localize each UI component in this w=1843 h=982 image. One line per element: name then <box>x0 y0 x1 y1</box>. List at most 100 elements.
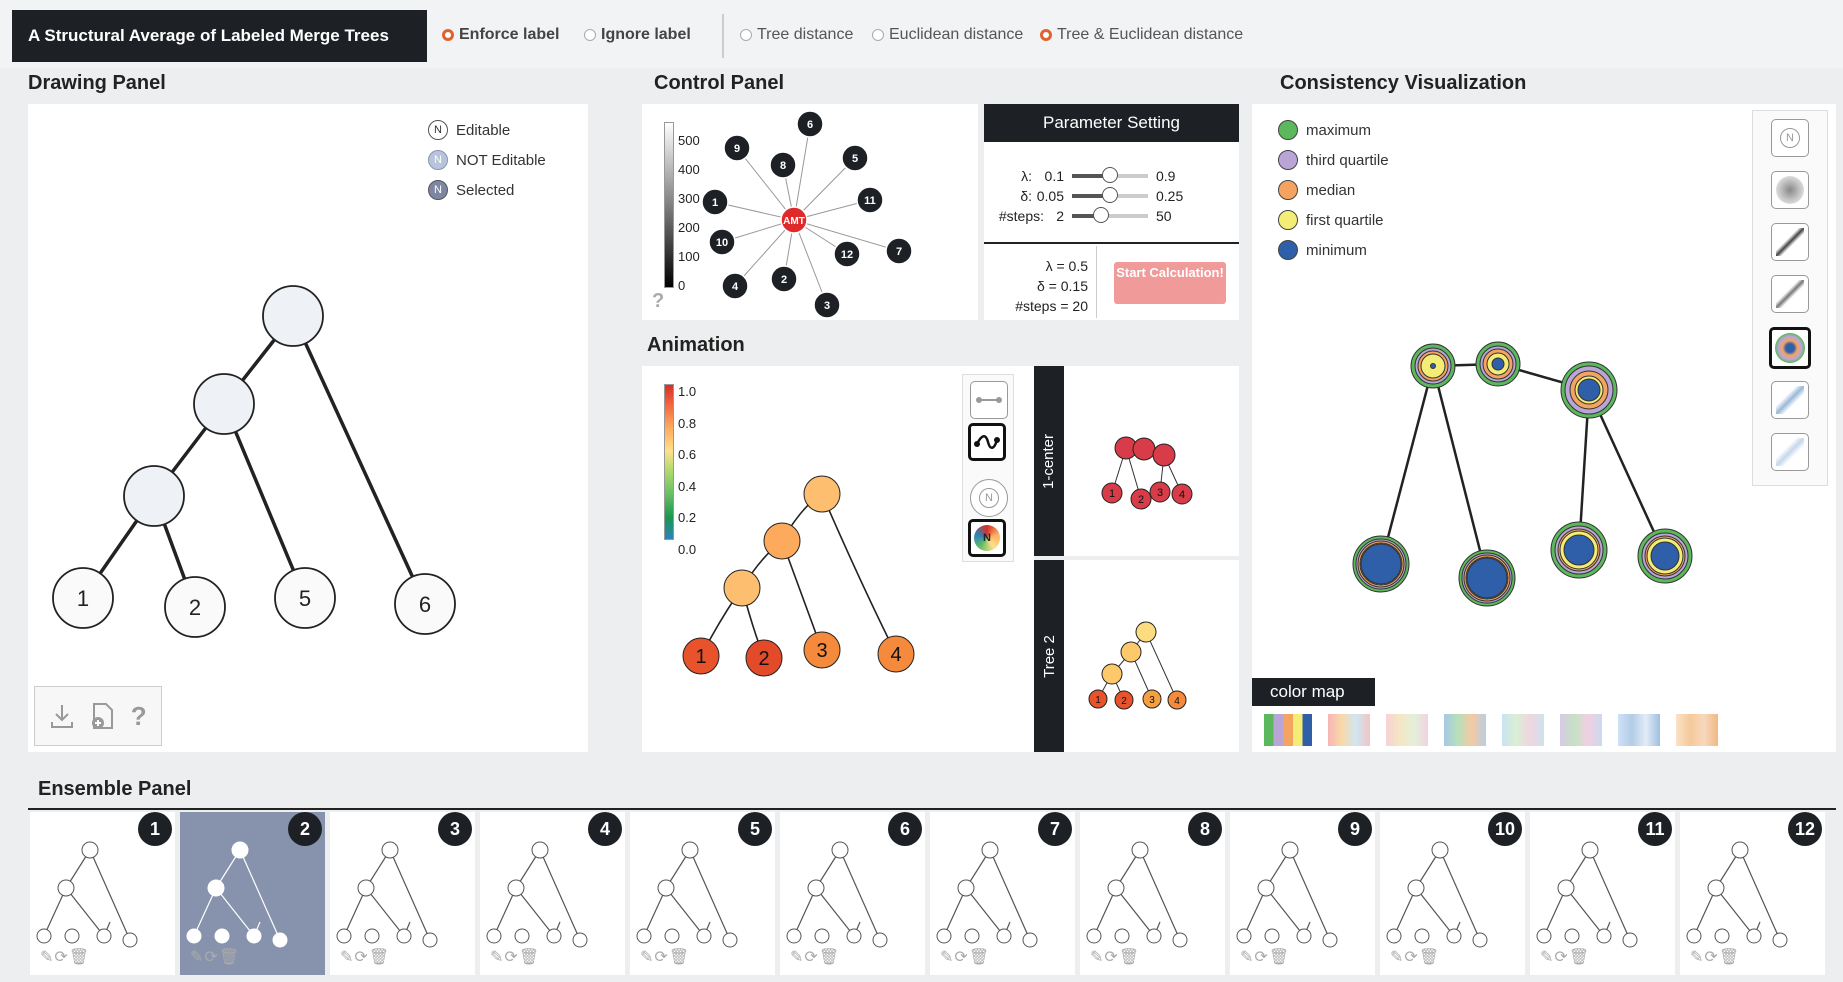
ensemble-card-tools[interactable]: ✎⟳🗑 <box>40 949 91 966</box>
ensemble-divider <box>28 808 1836 810</box>
drawing-panel[interactable]: N Editable N NOT Editable N Selected 1 <box>28 104 588 752</box>
leaf-label: 1 <box>77 586 89 611</box>
ensemble-card[interactable]: 6 ✎⟳🗑 <box>780 812 925 975</box>
tree-node[interactable] <box>193 373 255 435</box>
color-map-swatch[interactable] <box>1560 714 1602 746</box>
animated-node[interactable] <box>803 631 841 669</box>
color-map-swatch[interactable] <box>1444 714 1486 746</box>
radial-blur-icon[interactable] <box>1771 171 1809 209</box>
ensemble-card[interactable]: 11 ✎⟳🗑 <box>1530 812 1675 975</box>
tree-distance-radio[interactable]: Tree distance <box>740 26 853 44</box>
curved-edge-icon[interactable] <box>968 423 1006 461</box>
svg-text:2: 2 <box>781 274 787 286</box>
control-help-icon[interactable]: ? <box>652 290 665 312</box>
ensemble-card-tools[interactable]: ✎⟳🗑 <box>1390 949 1441 966</box>
ensemble-card-tools[interactable]: ✎⟳🗑 <box>640 949 691 966</box>
animated-node[interactable] <box>763 522 801 560</box>
ensemble-node[interactable] <box>813 291 841 319</box>
drawing-tree[interactable]: 1 2 5 6 <box>28 104 588 752</box>
ensemble-card[interactable]: 10 ✎⟳🗑 <box>1380 812 1525 975</box>
ensemble-node[interactable] <box>701 188 729 216</box>
ensemble-card-tools[interactable]: ✎⟳🗑 <box>340 949 391 966</box>
ensemble-card[interactable]: 2 ✎⟳🗑 <box>180 812 325 975</box>
ensemble-card[interactable]: 4 ✎⟳🗑 <box>480 812 625 975</box>
toolbar-divider <box>722 14 724 58</box>
ensemble-node[interactable] <box>856 186 884 214</box>
ensemble-card[interactable]: 9 ✎⟳🗑 <box>1230 812 1375 975</box>
animated-node[interactable] <box>723 569 761 607</box>
ensemble-node[interactable] <box>833 240 861 268</box>
consistency-tree[interactable] <box>1252 104 1752 752</box>
ignore-label-radio[interactable]: Ignore label <box>584 26 691 44</box>
euclidean-distance-radio[interactable]: Euclidean distance <box>872 26 1023 44</box>
ensemble-node[interactable] <box>721 272 749 300</box>
color-map-swatch[interactable] <box>1386 714 1428 746</box>
ensemble-node[interactable] <box>769 151 797 179</box>
ensemble-card[interactable]: 8 ✎⟳🗑 <box>1080 812 1225 975</box>
diagonal-light-icon[interactable] <box>1771 275 1809 313</box>
animated-node[interactable] <box>803 475 841 513</box>
color-map-swatch[interactable] <box>1328 714 1370 746</box>
animated-node[interactable] <box>877 635 915 673</box>
ensemble-card-tools[interactable]: ✎⟳🗑 <box>1690 949 1741 966</box>
amt-center-node[interactable] <box>780 206 808 234</box>
ensemble-card[interactable]: 1 ✎⟳🗑 <box>30 812 175 975</box>
ensemble-card[interactable]: 12 ✎⟳🗑 <box>1680 812 1825 975</box>
start-calculation-button[interactable]: Start Calculation! <box>1114 262 1226 304</box>
node-label-icon[interactable]: N <box>970 479 1008 517</box>
steps-slider[interactable] <box>1072 207 1148 223</box>
tree-node[interactable] <box>123 465 185 527</box>
animation-tree[interactable]: 1 2 3 4 <box>642 366 962 752</box>
ensemble-node[interactable] <box>796 110 824 138</box>
ensemble-node[interactable] <box>708 228 736 256</box>
ensemble-card[interactable]: 7 ✎⟳🗑 <box>930 812 1075 975</box>
ensemble-node[interactable] <box>841 144 869 172</box>
tree-node[interactable] <box>274 567 336 629</box>
ensemble-card-tools[interactable]: ✎⟳🗑 <box>790 949 841 966</box>
tab-1-center[interactable]: 1-center <box>1034 366 1064 556</box>
straight-edge-icon[interactable] <box>970 381 1008 419</box>
amt-star-graph[interactable]: AMT 1 4 2 3 5 6 7 8 9 10 11 1 <box>642 104 978 320</box>
ensemble-card-tools[interactable]: ✎⟳🗑 <box>1090 949 1141 966</box>
control-graph-panel[interactable]: 500 400 300 200 100 0 ? AMT <box>642 104 978 320</box>
ensemble-node[interactable] <box>885 237 913 265</box>
tree-euclidean-distance-radio[interactable]: Tree & Euclidean distance <box>1040 26 1243 44</box>
ensemble-card-tools[interactable]: ✎⟳🗑 <box>190 949 241 966</box>
color-map-swatch[interactable] <box>1264 714 1312 746</box>
ensemble-tree-thumbnail <box>936 841 1038 948</box>
ensemble-node[interactable] <box>723 134 751 162</box>
delta-slider[interactable] <box>1072 187 1148 203</box>
ensemble-card[interactable]: 5 ✎⟳🗑 <box>630 812 775 975</box>
download-icon[interactable] <box>49 702 75 730</box>
ring-style-icon[interactable] <box>1769 327 1811 369</box>
tree-node[interactable] <box>262 285 324 347</box>
node-style-icon[interactable]: N <box>1771 119 1809 157</box>
color-node-icon[interactable]: N <box>968 519 1006 557</box>
diagonal-blue-icon[interactable] <box>1771 381 1809 419</box>
ensemble-card[interactable]: 3 ✎⟳🗑 <box>330 812 475 975</box>
svg-text:1: 1 <box>1109 488 1115 500</box>
ensemble-card-tools[interactable]: ✎⟳🗑 <box>1240 949 1291 966</box>
lambda-slider[interactable] <box>1072 167 1148 183</box>
color-map-label: color map <box>1252 678 1375 706</box>
ensemble-card-tools[interactable]: ✎⟳🗑 <box>940 949 991 966</box>
animation-panel[interactable]: 1.0 0.8 0.6 0.4 0.2 0.0 N N <box>642 366 1034 752</box>
help-icon[interactable]: ? <box>130 700 147 731</box>
ensemble-card-tools[interactable]: ✎⟳🗑 <box>1540 949 1591 966</box>
consistency-panel[interactable]: maximum third quartile median first quar… <box>1252 104 1836 752</box>
tab-tree-2[interactable]: Tree 2 <box>1034 560 1064 752</box>
ensemble-node[interactable] <box>770 265 798 293</box>
color-map-swatch[interactable] <box>1676 714 1718 746</box>
animated-node[interactable] <box>745 639 783 677</box>
enforce-label-radio[interactable]: Enforce label <box>442 26 559 44</box>
diagonal-dark-icon[interactable] <box>1771 223 1809 261</box>
animated-node[interactable] <box>682 637 720 675</box>
diagonal-blue-light-icon[interactable] <box>1771 433 1809 471</box>
ensemble-card-tools[interactable]: ✎⟳🗑 <box>490 949 541 966</box>
tree-node[interactable] <box>164 576 226 638</box>
add-file-icon[interactable] <box>88 701 118 731</box>
tree-node[interactable] <box>52 567 114 629</box>
color-map-swatch[interactable] <box>1618 714 1660 746</box>
tree-node[interactable] <box>394 573 456 635</box>
color-map-swatch[interactable] <box>1502 714 1544 746</box>
